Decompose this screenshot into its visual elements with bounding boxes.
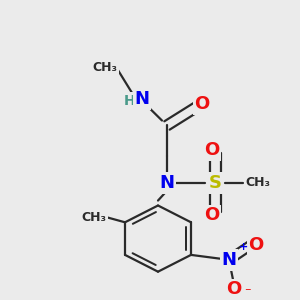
Text: N: N (160, 174, 175, 192)
Text: O: O (226, 280, 242, 298)
Text: O: O (194, 95, 210, 113)
Text: CH₃: CH₃ (245, 176, 271, 189)
Text: O: O (248, 236, 264, 254)
Text: N: N (134, 90, 149, 108)
Text: N: N (221, 251, 236, 269)
Text: H: H (124, 94, 136, 108)
Text: CH₃: CH₃ (82, 211, 106, 224)
Text: +: + (239, 242, 248, 252)
Text: S: S (208, 174, 221, 192)
Text: CH₃: CH₃ (92, 61, 118, 74)
Text: O: O (204, 141, 220, 159)
Text: O: O (204, 206, 220, 224)
Text: ⁻: ⁻ (244, 286, 250, 299)
